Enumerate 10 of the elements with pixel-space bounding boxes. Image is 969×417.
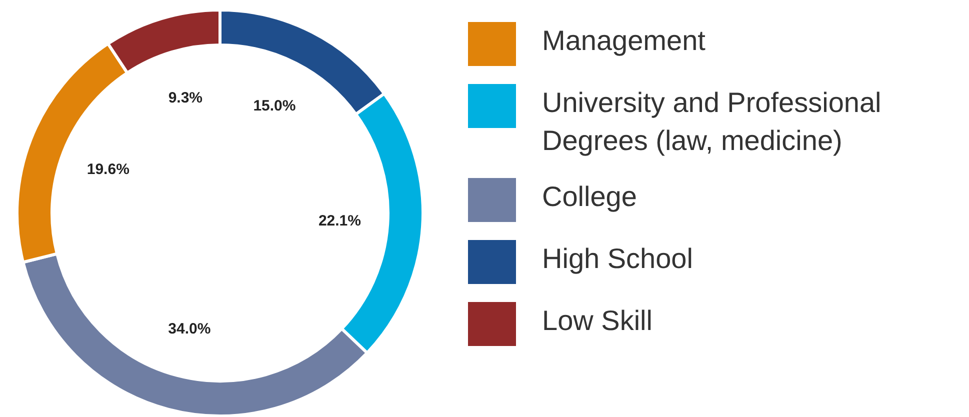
data-label: 9.3% bbox=[168, 90, 203, 107]
legend-label: College bbox=[542, 180, 638, 214]
legend-label: High School bbox=[542, 242, 694, 276]
legend-label: Low Skill bbox=[542, 304, 654, 338]
data-label: 22.1% bbox=[318, 212, 362, 230]
legend-label: Management bbox=[542, 24, 706, 58]
data-label: 34.0% bbox=[168, 320, 211, 338]
legend-label: University and Professional Degrees (law, medicine) bbox=[542, 86, 882, 158]
data-label: 19.6% bbox=[86, 161, 130, 178]
data-label: 15.0% bbox=[253, 98, 296, 115]
